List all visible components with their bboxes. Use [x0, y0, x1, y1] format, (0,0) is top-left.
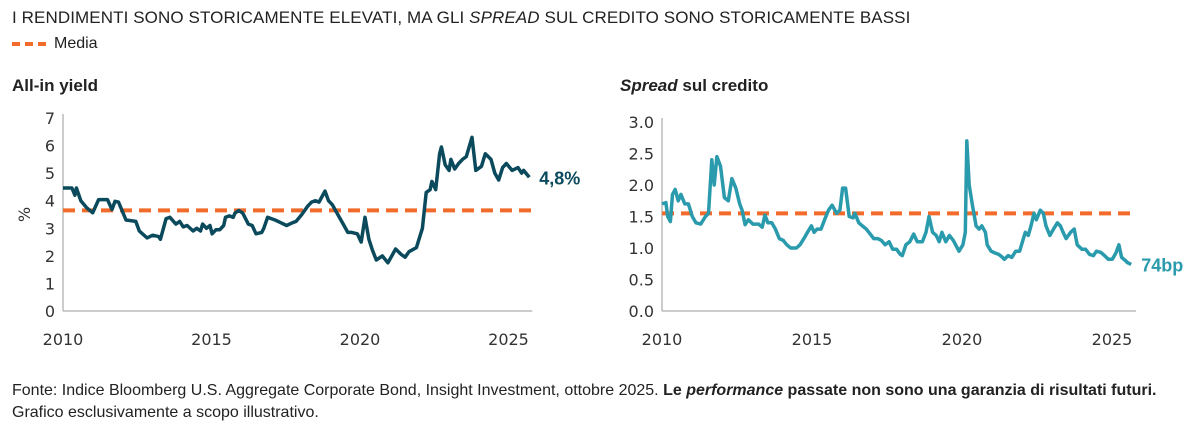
figure-title: I RENDIMENTI SONO STORICAMENTE ELEVATI, …	[12, 8, 911, 27]
legend-label: Media	[54, 35, 98, 52]
y-tick-label: 2	[45, 247, 55, 266]
y-tick-label: 2.0	[629, 176, 654, 195]
x-tick-label: 2020	[340, 330, 381, 349]
y-tick-label: 1	[45, 274, 55, 293]
legend-dash-swatch	[12, 42, 46, 46]
y-tick-label: 3	[45, 219, 55, 238]
chart-title-yield: All-in yield	[12, 76, 98, 95]
x-tick-label: 2015	[792, 330, 833, 349]
series-line	[661, 139, 1132, 266]
y-tick-label: 7	[45, 109, 55, 128]
y-tick-label: 0.0	[629, 302, 654, 321]
chart-title-spread: Spread sul credito	[620, 76, 769, 95]
y-tick-label: 6	[45, 137, 55, 156]
y-tick-label: 0	[45, 302, 55, 321]
end-value-label: 4,8%	[539, 168, 580, 188]
y-tick-label: 2.5	[629, 145, 654, 164]
legend: Media	[12, 35, 98, 53]
x-tick-label: 2010	[642, 330, 683, 349]
footnote: Fonte: Indice Bloomberg U.S. Aggregate C…	[12, 382, 1157, 421]
x-tick-label: 2015	[191, 330, 232, 349]
x-tick-label: 2025	[488, 330, 529, 349]
series-line	[63, 135, 531, 265]
y-tick-label: 4	[45, 192, 55, 211]
x-tick-label: 2010	[43, 330, 84, 349]
y-tick-label: 0.5	[629, 271, 654, 290]
y-tick-label: 1.0	[629, 239, 654, 258]
x-tick-label: 2020	[942, 330, 983, 349]
end-value-label: 74bp	[1141, 255, 1183, 275]
y-axis-label: %	[15, 207, 34, 222]
y-tick-label: 5	[45, 164, 55, 183]
y-tick-label: 3.0	[629, 113, 654, 132]
x-tick-label: 2025	[1092, 330, 1133, 349]
y-tick-label: 1.5	[629, 208, 654, 227]
